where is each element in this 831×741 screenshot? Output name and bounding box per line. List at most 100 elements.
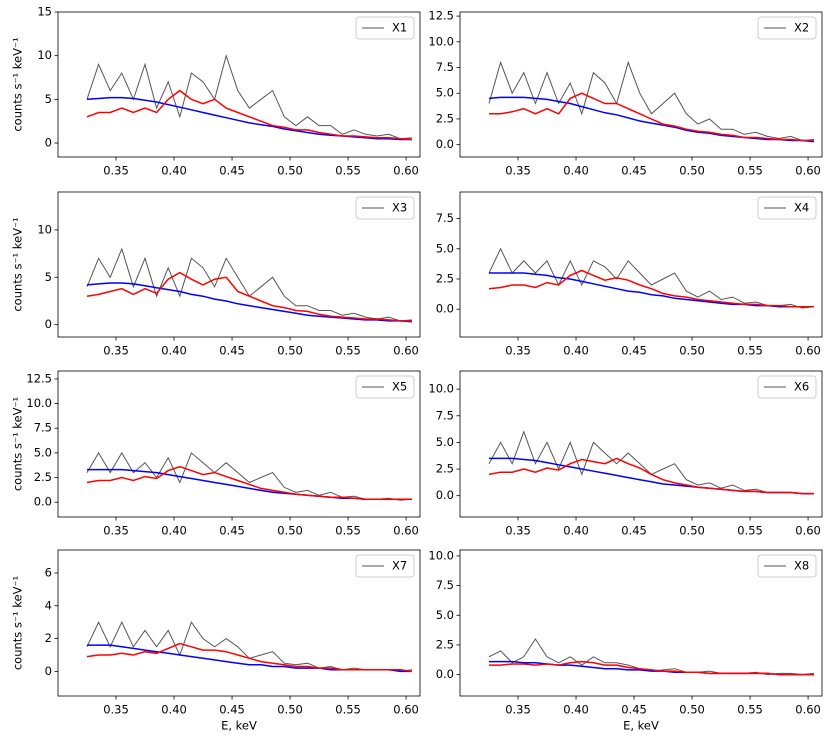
y-tick-label: 5 [45,92,52,106]
x-tick-label: 0.45 [621,344,647,358]
x-tick-label: 0.40 [563,524,589,538]
y-tick-label: 0 [45,136,52,150]
legend-label: X1 [392,21,407,35]
y-tick-label: 10.0 [26,396,52,410]
x-tick-label: 0.45 [219,524,245,538]
panel: 0.35 0.40 0.45 0.50 0.55 0.60 0.0 2.5 5.0 7.5 10.0… [428,548,823,733]
y-tick-label: 10 [37,48,52,62]
axes-frame [57,549,421,697]
y-tick-label: 2.5 [436,111,454,125]
y-tick-label: 5 [45,270,52,284]
x-tick-label: 0.35 [103,524,129,538]
legend-box [355,196,415,220]
legend-label: X2 [794,21,809,35]
x-tick-label: 0.40 [161,164,187,178]
y-tick-label: 6 [45,565,52,579]
legend-label: X3 [392,201,407,215]
x-tick-label: 0.55 [335,344,361,358]
y-tick-label: 0.0 [436,488,454,502]
panel: 0.35 0.40 0.45 0.50 0.55 0.60 0.0 2.5 5.0 7.5 X4 [436,191,823,358]
x-tick-label: 0.45 [621,703,647,717]
x-tick-label: 0.35 [505,164,531,178]
x-tick-label: 0.40 [563,164,589,178]
y-tick-label: 5.0 [436,435,454,449]
x-tick-label: 0.50 [679,703,705,717]
axes-frame [57,370,421,518]
y-tick-label: 2.5 [34,470,52,484]
y-tick-label: 0.0 [436,137,454,151]
panel: 0.35 0.40 0.45 0.50 0.55 0.60 0.0 2.5 5.0 7.5 10.0… [428,370,823,538]
series-line [489,660,814,676]
legend-label: X6 [794,380,809,394]
x-tick-label: 0.50 [277,524,303,538]
x-tick-label: 0.50 [277,703,303,717]
y-tick-label: 0 [45,664,52,678]
y-tick-label: 5.0 [436,241,454,255]
x-tick-label: 0.60 [795,164,821,178]
legend-box [355,375,415,399]
x-tick-label: 0.45 [621,164,647,178]
panel: 0.35 0.40 0.45 0.50 0.55 0.60 0.0 2.5 5.0 7.5 10.0… [428,9,823,178]
series-line [86,465,412,500]
series-line [489,92,814,142]
x-tick-label: 0.40 [161,703,187,717]
x-tick-label: 0.35 [103,703,129,717]
y-tick-label: 12.5 [428,9,454,23]
y-tick-label: 5.0 [34,445,52,459]
x-tick-label: 0.60 [795,524,821,538]
x-tick-label: 0.40 [563,344,589,358]
x-axis-label: E, keV [221,719,257,733]
x-tick-label: 0.60 [393,524,419,538]
series-line [86,642,413,673]
y-tick-label: 0 [45,317,52,331]
series-line [489,660,814,676]
y-tick-label: 7.5 [436,211,454,225]
axes-frame [459,549,823,697]
y-tick-label: 2.5 [436,462,454,476]
series-line [86,271,412,322]
legend-box [355,554,415,578]
y-tick-label: 10.0 [428,548,454,562]
y-tick-label: 4 [45,598,52,612]
y-axis-label: counts s⁻¹ keV⁻¹ [11,397,25,491]
x-tick-label: 0.60 [393,344,419,358]
x-tick-label: 0.60 [393,703,419,717]
panel: 0.35 0.40 0.45 0.50 0.55 0.60 0 5 10 counts s⁻¹ k… [11,191,421,358]
series-line [488,457,814,495]
panel: 0.35 0.40 0.45 0.50 0.55 0.60 0 5 10 15 counts s⁻¹… [11,5,421,178]
x-tick-label: 0.50 [679,164,705,178]
x-tick-label: 0.50 [277,164,303,178]
legend-label: X7 [392,559,407,573]
series-line [489,457,814,495]
x-tick-label: 0.50 [679,344,705,358]
x-tick-label: 0.55 [335,524,361,538]
series-line [488,247,814,309]
x-tick-label: 0.60 [393,164,419,178]
y-tick-label: 7.5 [436,408,454,422]
axes-frame [459,11,823,158]
series-line [86,621,412,672]
x-tick-label: 0.45 [219,164,245,178]
y-tick-label: 0.0 [34,495,52,509]
series-line [86,53,412,140]
y-axis-label: counts s⁻¹ keV⁻¹ [11,37,25,131]
series-line [488,96,814,143]
x-tick-label: 0.45 [219,703,245,717]
y-tick-label: 12.5 [26,371,52,385]
y-tick-label: 5.0 [436,608,454,622]
series-line [86,282,412,323]
x-tick-label: 0.35 [505,524,531,538]
y-axis-label: counts s⁻¹ keV⁻¹ [11,576,25,670]
x-tick-label: 0.55 [335,703,361,717]
series-line [488,430,814,495]
x-tick-label: 0.40 [563,703,589,717]
x-tick-label: 0.55 [335,164,361,178]
y-tick-label: 5.0 [436,86,454,100]
series-line [488,60,814,142]
y-tick-label: 2.5 [436,272,454,286]
legend-label: X4 [794,201,809,215]
x-tick-label: 0.55 [737,703,763,717]
x-tick-label: 0.40 [161,524,187,538]
y-tick-label: 10 [37,222,52,236]
